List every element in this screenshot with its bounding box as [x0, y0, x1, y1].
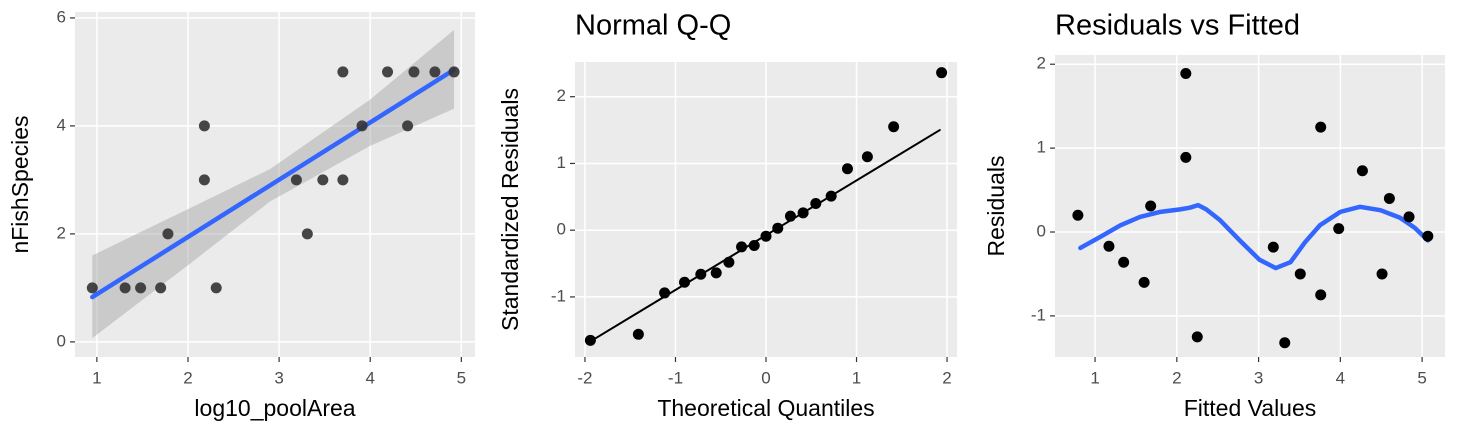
x-tick-label: 0: [761, 368, 770, 387]
chart-title: Normal Q-Q: [575, 10, 731, 42]
point: [632, 328, 644, 340]
point: [317, 174, 329, 186]
x-tick-label: 4: [1336, 368, 1345, 387]
point: [337, 66, 349, 78]
x-tick-label: 1: [852, 368, 861, 387]
point: [1103, 240, 1115, 252]
point: [1180, 67, 1192, 79]
y-tick-label: -1: [1031, 305, 1046, 324]
y-tick-label: 1: [557, 153, 566, 172]
x-tick-label: -1: [668, 368, 683, 387]
point: [861, 151, 873, 163]
point: [1267, 241, 1279, 253]
point: [748, 240, 760, 252]
point: [1191, 331, 1203, 343]
point: [1279, 337, 1291, 349]
point: [1145, 200, 1157, 212]
point: [1315, 289, 1327, 301]
x-tick-label: 2: [1172, 368, 1181, 387]
y-axis-label: Standardized Residuals: [497, 88, 523, 331]
y-tick-label: 0: [1037, 221, 1046, 240]
point: [1422, 230, 1434, 242]
y-axis-label: Residuals: [983, 156, 1009, 257]
point: [198, 120, 210, 132]
point: [198, 174, 210, 186]
chart-title: Residuals vs Fitted: [1055, 10, 1300, 42]
point: [210, 282, 222, 294]
point: [695, 268, 707, 280]
x-tick-label: -2: [577, 368, 592, 387]
point: [155, 282, 167, 294]
x-axis-label: log10_poolArea: [194, 395, 355, 421]
x-tick-label: 5: [1417, 368, 1426, 387]
y-tick-label: -1: [551, 286, 566, 305]
point: [290, 174, 302, 186]
point: [1072, 209, 1084, 221]
x-tick-label: 1: [92, 368, 101, 387]
point: [301, 228, 313, 240]
point: [382, 66, 394, 78]
point: [784, 210, 796, 222]
y-tick-label: 4: [57, 115, 66, 134]
point: [135, 282, 147, 294]
point: [760, 230, 772, 242]
y-axis-label: nFishSpecies: [7, 115, 33, 253]
fit-line: [1078, 202, 1431, 271]
y-tick-label: 2: [57, 223, 66, 242]
point: [1118, 256, 1130, 268]
y-tick-label: 1: [1037, 138, 1046, 157]
point: [356, 120, 368, 132]
point: [1180, 151, 1192, 163]
point: [402, 120, 414, 132]
point: [825, 190, 837, 202]
point: [736, 241, 748, 253]
point: [429, 66, 441, 78]
point: [86, 282, 98, 294]
x-tick-label: 1: [1090, 368, 1099, 387]
y-tick-label: 2: [557, 86, 566, 105]
point: [1315, 121, 1327, 133]
x-tick-label: 5: [457, 368, 466, 387]
fit-line: [90, 67, 457, 300]
y-tick-label: 6: [57, 7, 66, 26]
point: [1333, 223, 1345, 235]
point: [408, 66, 420, 78]
point: [1403, 211, 1415, 223]
panel-background: [1055, 55, 1445, 357]
point: [337, 174, 349, 186]
x-tick-label: 3: [274, 368, 283, 387]
point: [679, 276, 691, 288]
point: [841, 163, 853, 175]
x-tick-label: 3: [1254, 368, 1263, 387]
point: [1294, 268, 1306, 280]
y-tick-label: 2: [1037, 54, 1046, 73]
point: [1138, 276, 1150, 288]
point: [119, 282, 131, 294]
point: [584, 334, 596, 346]
x-axis-label: Theoretical Quantiles: [657, 395, 874, 421]
point: [1383, 192, 1395, 204]
x-tick-label: 2: [942, 368, 951, 387]
point: [1376, 268, 1388, 280]
point: [162, 228, 174, 240]
y-tick-label: 0: [557, 220, 566, 239]
x-axis-label: Fitted Values: [1184, 395, 1317, 421]
point: [710, 267, 722, 279]
point: [772, 222, 784, 234]
point: [797, 207, 809, 219]
point: [1356, 165, 1368, 177]
point: [659, 287, 671, 299]
x-tick-label: 4: [365, 368, 374, 387]
point: [723, 256, 735, 268]
point: [888, 121, 900, 133]
y-tick-label: 0: [57, 331, 66, 350]
point: [810, 197, 822, 209]
point: [448, 66, 460, 78]
x-tick-label: 2: [183, 368, 192, 387]
point: [936, 67, 948, 79]
